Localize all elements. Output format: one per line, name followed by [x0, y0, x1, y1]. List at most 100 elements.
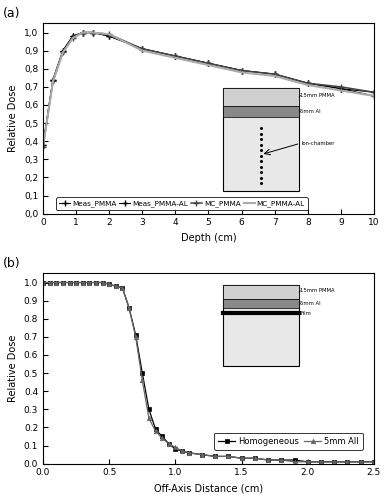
5mm All	[80, 280, 85, 285]
MC_PMMA-AL	[140, 48, 145, 54]
MC_PMMA-AL	[272, 73, 277, 79]
Y-axis label: Relative Dose: Relative Dose	[9, 85, 18, 152]
Line: Meas_PMMA-AL: Meas_PMMA-AL	[40, 30, 377, 148]
Meas_PMMA-AL	[41, 142, 45, 148]
5mm All	[140, 378, 145, 384]
MC_PMMA-AL	[90, 30, 95, 36]
Homogeneous	[239, 455, 244, 461]
Meas_PMMA	[305, 80, 310, 86]
5mm All	[180, 448, 184, 454]
5mm All	[114, 283, 118, 289]
MC_PMMA-AL	[305, 82, 310, 88]
Homogeneous	[253, 455, 257, 461]
Homogeneous	[213, 454, 217, 460]
Meas_PMMA	[372, 90, 376, 96]
MC_PMMA	[173, 53, 178, 59]
MC_PMMA	[61, 50, 65, 56]
Homogeneous	[87, 280, 92, 285]
MC_PMMA	[80, 30, 85, 36]
5mm All	[372, 459, 376, 465]
MC_PMMA-AL	[372, 93, 376, 99]
Meas_PMMA	[90, 30, 95, 36]
Line: 5mm All: 5mm All	[41, 280, 376, 464]
Homogeneous	[292, 457, 297, 463]
5mm All	[213, 454, 217, 460]
MC_PMMA-AL	[41, 144, 45, 150]
Meas_PMMA	[173, 53, 178, 59]
MC_PMMA	[50, 78, 55, 84]
Homogeneous	[305, 459, 310, 465]
Meas_PMMA-AL	[107, 33, 111, 39]
Meas_PMMA-AL	[173, 53, 178, 59]
Text: (a): (a)	[3, 6, 21, 20]
Homogeneous	[54, 280, 59, 285]
5mm All	[107, 282, 111, 288]
5mm All	[67, 280, 72, 285]
Homogeneous	[80, 280, 85, 285]
Meas_PMMA	[71, 33, 75, 39]
Homogeneous	[41, 280, 45, 285]
Homogeneous	[345, 459, 350, 465]
5mm All	[359, 459, 363, 465]
Meas_PMMA-AL	[305, 80, 310, 86]
Homogeneous	[147, 406, 151, 412]
MC_PMMA-AL	[239, 70, 244, 75]
5mm All	[160, 436, 165, 442]
Homogeneous	[372, 459, 376, 465]
Meas_PMMA-AL	[61, 48, 65, 54]
Homogeneous	[332, 459, 336, 465]
MC_PMMA-AL	[206, 62, 211, 68]
5mm All	[332, 459, 336, 465]
Meas_PMMA	[239, 68, 244, 73]
Homogeneous	[114, 283, 118, 289]
5mm All	[166, 440, 171, 446]
MC_PMMA	[90, 30, 95, 36]
Homogeneous	[107, 282, 111, 288]
MC_PMMA	[107, 32, 111, 38]
MC_PMMA	[239, 68, 244, 73]
5mm All	[173, 444, 178, 450]
5mm All	[87, 280, 92, 285]
MC_PMMA-AL	[107, 32, 111, 38]
Homogeneous	[186, 450, 191, 456]
5mm All	[279, 457, 284, 463]
Meas_PMMA-AL	[71, 33, 75, 39]
Meas_PMMA	[41, 142, 45, 148]
5mm All	[153, 428, 158, 434]
Meas_PMMA-AL	[50, 76, 55, 82]
MC_PMMA-AL	[61, 50, 65, 56]
Meas_PMMA	[50, 76, 55, 82]
Homogeneous	[74, 280, 78, 285]
MC_PMMA-AL	[71, 35, 75, 41]
MC_PMMA	[41, 144, 45, 150]
Homogeneous	[266, 457, 270, 463]
Homogeneous	[279, 457, 284, 463]
Homogeneous	[166, 440, 171, 446]
Homogeneous	[199, 452, 204, 458]
MC_PMMA	[140, 46, 145, 52]
5mm All	[253, 455, 257, 461]
5mm All	[74, 280, 78, 285]
Line: Homogeneous: Homogeneous	[41, 280, 376, 464]
Homogeneous	[153, 426, 158, 432]
Legend: Homogeneous, 5mm All: Homogeneous, 5mm All	[214, 432, 363, 450]
Homogeneous	[140, 370, 145, 376]
Meas_PMMA	[140, 46, 145, 52]
5mm All	[239, 455, 244, 461]
Meas_PMMA	[272, 71, 277, 77]
5mm All	[345, 459, 350, 465]
Meas_PMMA-AL	[140, 46, 145, 52]
Legend: Meas_PMMA, Meas_PMMA-AL, MC_PMMA, MC_PMMA-AL: Meas_PMMA, Meas_PMMA-AL, MC_PMMA, MC_PMM…	[56, 198, 308, 210]
Meas_PMMA-AL	[372, 93, 376, 99]
Meas_PMMA	[61, 48, 65, 54]
Homogeneous	[120, 285, 125, 291]
5mm All	[186, 450, 191, 456]
Meas_PMMA-AL	[206, 60, 211, 66]
X-axis label: Off-Axis Distance (cm): Off-Axis Distance (cm)	[154, 483, 263, 493]
5mm All	[94, 280, 98, 285]
MC_PMMA-AL	[338, 88, 343, 94]
Homogeneous	[47, 280, 52, 285]
Meas_PMMA	[107, 33, 111, 39]
5mm All	[61, 280, 65, 285]
5mm All	[199, 452, 204, 458]
